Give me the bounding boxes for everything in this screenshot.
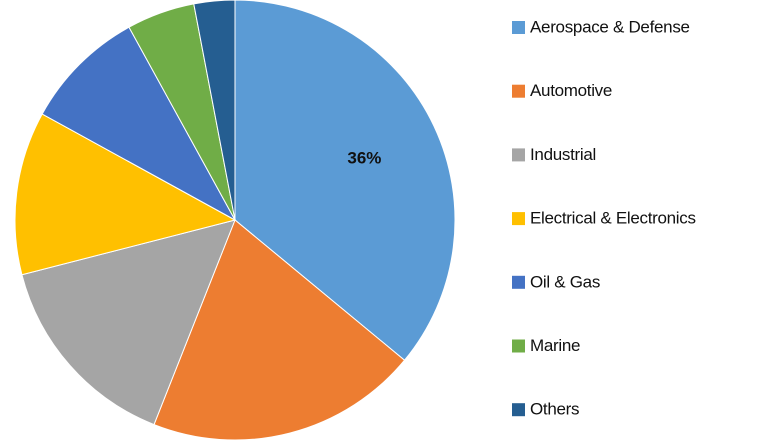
pie-slice bbox=[153, 219, 406, 440]
legend-text: Automotive bbox=[530, 81, 612, 100]
legend-text: Electrical & Electronics bbox=[530, 209, 696, 228]
legend-swatch bbox=[512, 339, 525, 353]
pie-slice bbox=[193, 0, 236, 221]
legend-text: Industrial bbox=[530, 145, 596, 164]
pie-slice bbox=[14, 113, 237, 276]
legend-swatch bbox=[512, 403, 525, 417]
legend-swatch bbox=[512, 212, 525, 226]
pie-slice bbox=[234, 0, 456, 361]
legend-text: Marine bbox=[530, 336, 580, 355]
legend-swatch bbox=[512, 84, 525, 98]
pie-slice bbox=[41, 26, 237, 222]
legend-swatch bbox=[512, 148, 525, 162]
legend-text: Aerospace & Defense bbox=[530, 17, 690, 36]
value-label: 36% bbox=[347, 149, 381, 168]
legend-swatch bbox=[512, 275, 525, 289]
legend-swatch bbox=[512, 21, 525, 34]
pie-slice bbox=[21, 219, 236, 426]
legend-text: Others bbox=[530, 400, 579, 419]
legend-text: Oil & Gas bbox=[530, 272, 600, 291]
